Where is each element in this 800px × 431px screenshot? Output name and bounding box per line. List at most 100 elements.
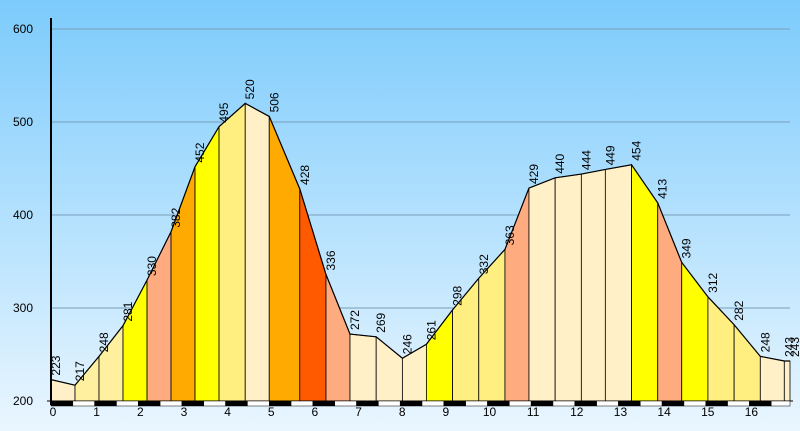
scale-block (487, 400, 510, 407)
elevation-label: 243 (788, 337, 800, 357)
elevation-segment (244, 102, 270, 402)
elevation-segments (50, 102, 791, 402)
x-tick-label: 2 (137, 405, 144, 419)
scale-block (247, 400, 270, 407)
scale-block (443, 400, 466, 407)
x-tick-label: 13 (614, 405, 628, 419)
scale-block (421, 400, 445, 407)
elevation-label: 248 (97, 332, 111, 352)
elevation-label: 272 (348, 310, 362, 330)
scale-block (530, 400, 554, 407)
scale-block (618, 400, 641, 407)
elevation-label: 298 (451, 286, 465, 306)
scale-block (72, 400, 95, 407)
x-tick-label: 15 (701, 405, 715, 419)
profile-outline (50, 102, 790, 386)
elevation-label: 312 (706, 272, 720, 292)
scale-block (378, 400, 401, 407)
x-tick-label: 14 (657, 405, 671, 419)
scale-block (399, 400, 423, 407)
elevation-label: 452 (193, 142, 207, 162)
scale-block (552, 400, 576, 407)
elevation-label: 444 (579, 150, 593, 170)
elevation-segment (349, 333, 377, 402)
elevation-data-labels: 223 217 248 281 330 382 452 495 520 506 428 336 272 2… (49, 79, 800, 381)
scale-block (640, 400, 663, 407)
scale-block (181, 400, 205, 407)
x-tick-label: 9 (443, 405, 450, 419)
scale-block (356, 400, 379, 407)
elevation-label: 243 (782, 337, 796, 357)
elevation-segment (580, 168, 606, 402)
elevation-label: 269 (374, 312, 388, 332)
scale-block (334, 400, 357, 407)
elevation-label: 495 (217, 102, 231, 122)
elevation-label: 449 (603, 145, 617, 165)
elevation-label: 246 (400, 334, 414, 354)
x-tick-label: 10 (483, 405, 497, 419)
scale-block (50, 400, 74, 407)
scale-block (138, 400, 161, 407)
elevation-label: 330 (145, 256, 159, 276)
elevation-segment (604, 164, 632, 402)
x-tick-label: 5 (268, 405, 275, 419)
y-tick-label: 200 (13, 394, 33, 408)
y-tick-label: 600 (13, 22, 33, 36)
x-tick-label: 16 (745, 405, 759, 419)
x-tick-label: 6 (312, 405, 319, 419)
elevation-label: 217 (73, 361, 87, 381)
y-axis-tick-labels: 200 300 400 500 600 (13, 22, 33, 408)
scale-block (509, 400, 532, 407)
elevation-label: 332 (477, 254, 491, 274)
x-tick-label: 3 (181, 405, 188, 419)
scale-block (203, 400, 226, 407)
scale-block (574, 400, 597, 407)
elevation-label: 454 (630, 140, 644, 160)
scale-block (465, 400, 488, 407)
elevation-label: 440 (553, 153, 567, 173)
distance-scale-bar (50, 400, 791, 407)
scale-block (683, 400, 706, 407)
elevation-label: 349 (680, 238, 694, 258)
profile-line (50, 102, 790, 386)
scale-block (116, 400, 139, 407)
x-tick-label: 7 (355, 405, 362, 419)
elevation-segment (783, 360, 791, 402)
x-tick-label: 4 (224, 405, 231, 419)
y-tick-label: 500 (13, 115, 33, 129)
elevation-segment (631, 163, 659, 402)
x-tick-label: 8 (399, 405, 406, 419)
scale-block (727, 400, 750, 407)
y-tick-label: 400 (13, 208, 33, 222)
elevation-label: 261 (424, 320, 438, 340)
elevation-label: 428 (298, 165, 312, 185)
x-tick-label: 11 (527, 405, 540, 419)
elevation-label: 520 (243, 79, 257, 99)
scale-block (705, 400, 728, 407)
scale-block (770, 400, 791, 407)
elevation-label: 223 (49, 355, 63, 375)
x-axis-tick-labels: 0 1 2 3 4 5 6 7 8 9 10 11 12 13 14 15 16 (50, 405, 759, 419)
elevation-label: 413 (656, 179, 670, 199)
x-tick-label: 1 (93, 405, 100, 419)
elevation-label: 336 (324, 250, 338, 270)
elevation-label: 363 (503, 225, 517, 245)
x-tick-label: 12 (570, 405, 584, 419)
x-tick-label: 0 (50, 405, 57, 419)
elevation-segment (759, 355, 785, 402)
elevation-label: 282 (732, 300, 746, 320)
scale-block (94, 400, 117, 407)
scale-block (290, 400, 314, 407)
elevation-segment (218, 102, 246, 402)
elevation-segment (528, 177, 556, 402)
y-tick-label: 300 (13, 301, 33, 315)
elevation-label: 248 (758, 332, 772, 352)
elevation-label: 382 (169, 207, 183, 227)
scale-block (312, 400, 335, 407)
elevation-label: 429 (527, 164, 541, 184)
elevation-label: 506 (267, 92, 281, 112)
scale-block (596, 400, 619, 407)
scale-block (159, 400, 183, 407)
